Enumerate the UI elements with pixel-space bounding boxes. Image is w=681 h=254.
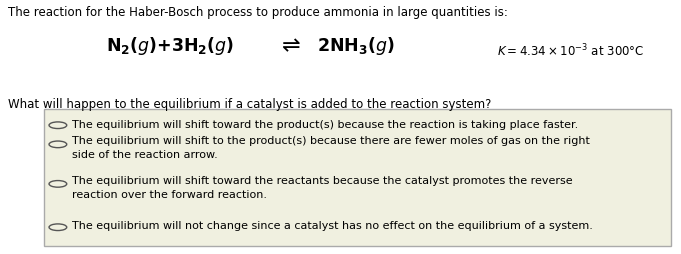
Text: $K = 4.34 \times 10^{-3}$ at 300°C: $K = 4.34 \times 10^{-3}$ at 300°C	[497, 42, 644, 59]
Text: The reaction for the Haber-Bosch process to produce ammonia in large quantities : The reaction for the Haber-Bosch process…	[8, 6, 508, 19]
Text: The equilibrium will shift toward the reactants because the catalyst promotes th: The equilibrium will shift toward the re…	[72, 175, 572, 199]
Text: $\mathbf{N_2}$$\mathbf{(}$$\mathit{g}$$\mathbf{)}$$\mathbf{+ 3H_2}$$\mathbf{(}$$: $\mathbf{N_2}$$\mathbf{(}$$\mathit{g}$$\…	[106, 35, 234, 57]
Text: The equilibrium will shift to the product(s) because there are fewer moles of ga: The equilibrium will shift to the produc…	[72, 136, 589, 160]
Text: The equilibrium will not change since a catalyst has no effect on the equilibriu: The equilibrium will not change since a …	[72, 220, 592, 230]
Text: $\mathbf{2NH_3}$$\mathbf{(}$$\mathit{g}$$\mathbf{)}$: $\mathbf{2NH_3}$$\mathbf{(}$$\mathit{g}$…	[317, 35, 394, 57]
Text: $\rightleftharpoons$: $\rightleftharpoons$	[277, 36, 302, 56]
Text: The equilibrium will shift toward the product(s) because the reaction is taking : The equilibrium will shift toward the pr…	[72, 119, 577, 130]
FancyBboxPatch shape	[44, 109, 671, 246]
Text: What will happen to the equilibrium if a catalyst is added to the reaction syste: What will happen to the equilibrium if a…	[8, 98, 492, 111]
